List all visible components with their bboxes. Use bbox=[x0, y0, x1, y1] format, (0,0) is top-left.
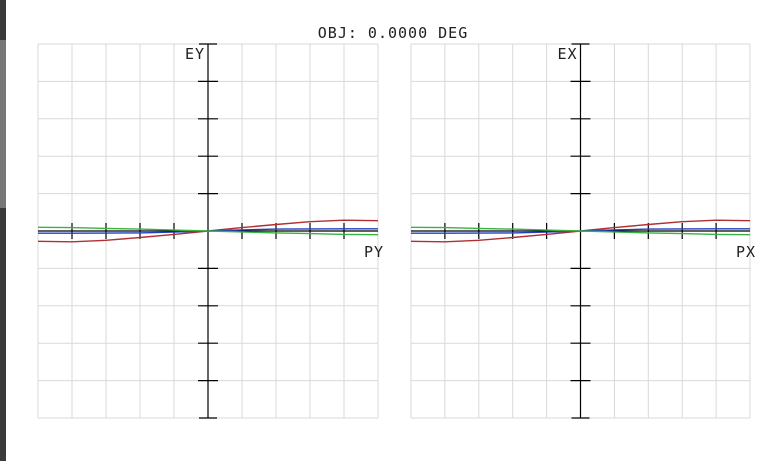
series-line-3 bbox=[410, 226, 751, 236]
x-axis-label: PX bbox=[736, 243, 756, 261]
y-axis-label: EY bbox=[185, 45, 205, 63]
series-line-3 bbox=[37, 226, 379, 236]
y-axis-label: EX bbox=[557, 45, 577, 63]
fan-panel-tangential: EY PY bbox=[37, 43, 384, 419]
plot-title: OBJ: 0.0000 DEG bbox=[318, 24, 468, 42]
fan-panel-sagittal: EX PX bbox=[410, 43, 756, 419]
window-edge-scrollbar[interactable] bbox=[0, 0, 6, 461]
x-axis-label: PY bbox=[364, 243, 384, 261]
scrollbar-thumb[interactable] bbox=[0, 40, 6, 208]
